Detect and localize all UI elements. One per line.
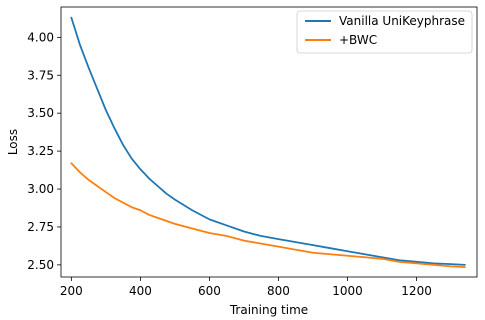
x-axis-ticks: 200 400 600 800 1000 1200 xyxy=(60,277,432,298)
legend-box xyxy=(296,10,473,54)
y-axis-ticks: 2.50 2.75 3.00 3.25 3.50 3.75 4.00 xyxy=(27,30,61,272)
y-tick-label: 3.00 xyxy=(27,182,54,196)
y-axis-label: Loss xyxy=(6,129,20,155)
y-tick-label: 3.50 xyxy=(27,106,54,120)
legend-label-vanilla: Vanilla UniKeyphrase xyxy=(339,14,465,28)
legend-label-bwc: +BWC xyxy=(339,33,377,47)
legend: Vanilla UniKeyphrase +BWC xyxy=(296,10,473,54)
x-axis-label: Training time xyxy=(229,303,308,317)
series-line-bwc xyxy=(70,162,466,269)
x-tick-label: 800 xyxy=(267,284,290,298)
x-tick-label: 600 xyxy=(198,284,221,298)
series-line-vanilla-unikeyphrase xyxy=(70,16,466,266)
y-tick-label: 4.00 xyxy=(27,30,54,44)
y-tick-label: 2.75 xyxy=(27,220,54,234)
x-tick-label: 400 xyxy=(129,284,152,298)
x-tick-label: 200 xyxy=(60,284,83,298)
y-tick-label: 3.25 xyxy=(27,144,54,158)
series-lines xyxy=(70,16,466,269)
y-tick-label: 3.75 xyxy=(27,68,54,82)
x-tick-label: 1200 xyxy=(401,284,432,298)
plot-frame xyxy=(60,6,478,278)
y-tick-label: 2.50 xyxy=(27,258,54,272)
x-tick-label: 1000 xyxy=(332,284,363,298)
